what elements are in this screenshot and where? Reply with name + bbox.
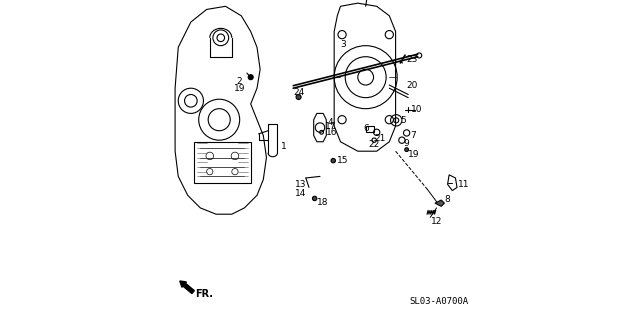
Text: SL03-A0700A: SL03-A0700A <box>409 296 468 306</box>
Polygon shape <box>447 175 457 191</box>
Text: 20: 20 <box>406 81 418 90</box>
Text: 1: 1 <box>280 142 286 151</box>
Text: 17: 17 <box>324 122 336 131</box>
Text: 16: 16 <box>326 129 338 137</box>
Circle shape <box>404 148 408 152</box>
Text: 2: 2 <box>237 77 242 86</box>
Text: 4: 4 <box>328 118 333 127</box>
Text: 9: 9 <box>403 139 409 148</box>
Polygon shape <box>334 3 396 151</box>
Circle shape <box>331 158 335 163</box>
Text: 24: 24 <box>293 89 305 97</box>
Text: 19: 19 <box>234 84 246 93</box>
Text: 10: 10 <box>412 105 423 114</box>
Text: 12: 12 <box>431 217 443 226</box>
Text: 21: 21 <box>374 134 386 143</box>
Text: 15: 15 <box>337 156 348 165</box>
Text: 8: 8 <box>444 195 450 203</box>
Text: 5: 5 <box>401 116 406 125</box>
Text: 13: 13 <box>295 180 307 189</box>
Polygon shape <box>435 200 444 206</box>
FancyArrow shape <box>180 281 195 294</box>
Circle shape <box>296 94 301 100</box>
Text: 19: 19 <box>408 150 420 159</box>
Text: 22: 22 <box>369 140 380 149</box>
Text: 7: 7 <box>410 131 415 140</box>
Polygon shape <box>365 126 374 132</box>
Text: 6: 6 <box>364 124 369 133</box>
Text: 18: 18 <box>317 198 328 207</box>
Polygon shape <box>175 6 266 214</box>
Circle shape <box>312 196 317 201</box>
Text: 23: 23 <box>406 55 417 64</box>
Polygon shape <box>314 113 326 142</box>
Text: 14: 14 <box>295 189 306 198</box>
Circle shape <box>248 75 253 80</box>
Polygon shape <box>194 142 251 183</box>
Text: 11: 11 <box>458 180 470 189</box>
Text: FR.: FR. <box>195 289 213 299</box>
Text: 3: 3 <box>340 40 346 49</box>
